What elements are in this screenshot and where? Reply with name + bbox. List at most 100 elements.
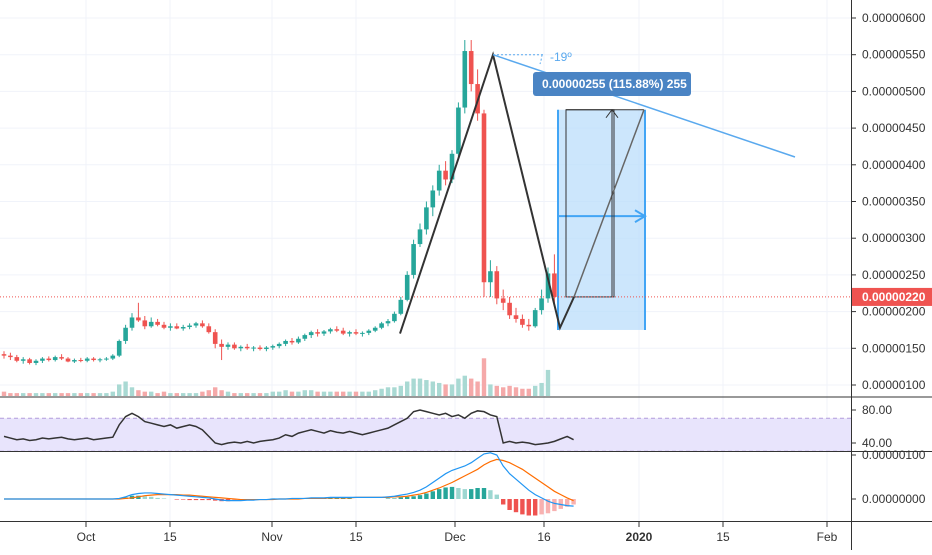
volume-bar [392,387,397,396]
volume-bar [360,391,365,396]
measure-diagonal [573,109,645,298]
volume-bar [424,380,429,396]
candle [468,51,474,85]
measure-label-box [533,72,691,96]
macd-histogram-bar [142,496,147,499]
candle [392,313,397,322]
macd-histogram-bar [347,498,352,499]
volume-bar [206,390,211,396]
macd-histogram-bar [334,498,339,499]
macd-histogram-bar [488,490,493,499]
volume-bar [507,385,512,396]
macd-histogram-bar [392,498,397,499]
candle [353,332,359,334]
volume-bar [328,391,333,396]
macd-histogram-bar [552,499,557,512]
macd-histogram-bar [341,498,346,499]
time-tick-label: 15 [163,530,177,544]
volume-bar [264,393,269,396]
volume-bar [142,391,147,396]
candle [264,347,269,350]
candle [65,358,71,362]
macd-histogram-bar [545,499,551,514]
macd-histogram-bar [200,499,205,501]
candle [385,321,391,324]
candle [14,357,20,361]
candle [398,299,404,314]
candle [148,321,154,327]
volume-bar [174,393,179,396]
volume-bar [398,385,403,396]
price-tick-label: 0.00000100 [862,378,926,392]
candle [411,244,416,275]
candle [462,51,468,108]
candle [372,327,378,331]
volume-bar [14,393,19,396]
macd-histogram-bar [174,499,179,500]
macd-histogram-bar [469,489,474,499]
macd-histogram-bar [443,487,448,499]
macd-histogram-bar [449,486,455,499]
macd-histogram-bar [411,496,416,499]
macd-histogram-bar [193,499,199,501]
macd-histogram-bar [424,493,429,499]
candle [430,190,436,208]
candle [328,329,333,332]
volume-bar [53,393,58,396]
volume-bar [225,391,231,396]
zigzag-pattern[interactable] [399,51,575,334]
volume-bar [277,391,282,396]
candle [91,358,96,361]
candle [200,323,205,327]
candle [276,343,282,347]
volume-bar [117,384,122,396]
candle [500,298,506,303]
volume-bar [411,378,416,396]
time-tick-label: 15 [716,530,730,544]
macd-histogram-bar [565,499,570,507]
macd-histogram-bar [437,489,442,499]
volume-bar [181,393,186,396]
volume-bar [449,384,455,396]
macd-histogram-bar [405,496,410,499]
macd-histogram-bar [155,497,160,499]
price-tick-label: 0.00000150 [862,341,926,355]
candle [174,326,180,329]
candle [20,359,26,361]
candle [289,340,295,343]
price-tick-label: 0.00000250 [862,268,926,282]
candle [33,360,39,363]
candle [334,329,340,331]
volume-bar [321,391,327,396]
volume-bar [405,381,410,396]
candle [219,343,224,347]
volume-bar [161,391,167,396]
volume-bar [213,387,218,396]
trend-line[interactable] [492,53,796,158]
volume-bar [251,393,256,396]
macd-histogram-bar [181,499,186,500]
volume-bar [437,382,442,396]
macd-histogram-bar [513,499,519,513]
macd-histogram-bar [328,498,333,499]
volume-bar [520,388,525,396]
macd-histogram-bar [206,499,211,501]
candle [123,327,128,341]
candle [168,326,173,328]
volume-bar [232,393,237,396]
candle [347,332,352,334]
current-price-label-box [852,287,932,306]
candle [78,360,84,362]
volume-bar [245,393,250,396]
macd-histogram-bar [526,499,531,516]
volume-bar [302,390,307,396]
candle [161,324,167,328]
candle [494,271,500,299]
rsi-line [3,409,574,446]
macd-histogram-bar [533,499,538,516]
candle [443,170,448,180]
candle [97,359,103,361]
candle [40,358,45,361]
volume-bar [385,387,391,396]
volume-bar [110,391,115,396]
